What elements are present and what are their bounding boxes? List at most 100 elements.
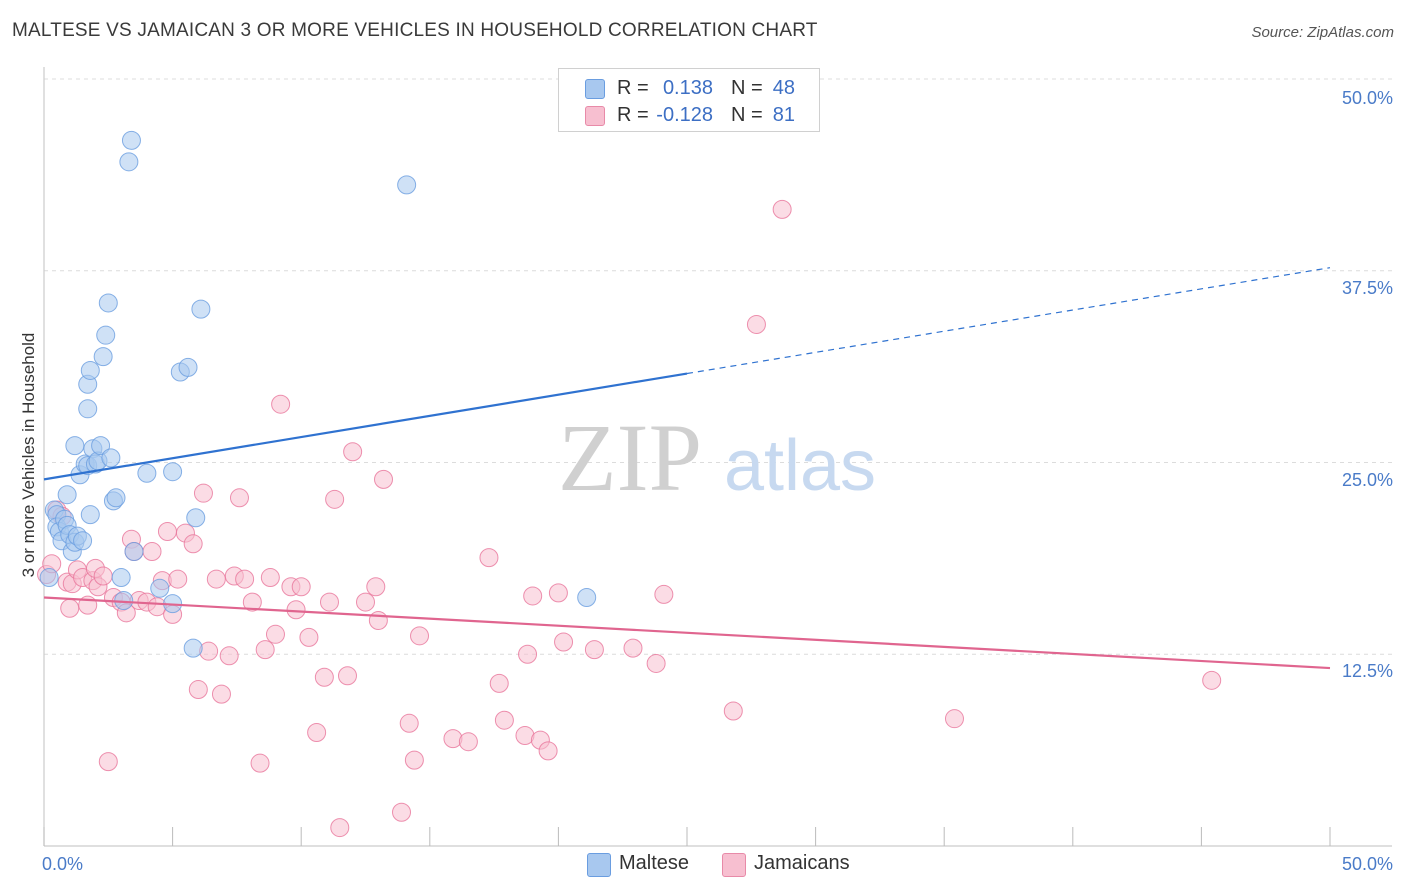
jamaicans-point <box>584 640 604 660</box>
jamaicans-point <box>229 488 249 508</box>
jamaicans-point <box>646 653 666 673</box>
jamaicans-point <box>319 592 339 612</box>
maltese-point <box>39 568 59 588</box>
x-tick-marks <box>43 827 1331 846</box>
maltese-trend-line <box>43 372 688 481</box>
maltese-point <box>80 360 100 380</box>
jamaicans-point <box>265 624 285 644</box>
maltese-point <box>577 587 597 607</box>
x-tick-label-0: 0.0% <box>42 854 83 874</box>
jamaicans-point <box>219 646 239 666</box>
y-tick-label-12-5: 12.5% <box>1342 661 1393 681</box>
maltese-point <box>101 448 121 468</box>
watermark-atlas: atlas <box>724 426 876 506</box>
jamaicans-point <box>142 541 162 561</box>
jamaicans-point <box>242 592 262 612</box>
jamaicans-point <box>523 586 543 606</box>
legend-r-label: R = <box>617 104 649 126</box>
maltese-point <box>150 578 170 598</box>
jamaicans-point <box>392 802 412 822</box>
maltese-point <box>111 568 131 588</box>
maltese-point <box>397 175 417 195</box>
jamaicans-point <box>255 640 275 660</box>
maltese-point <box>121 130 141 150</box>
jamaicans-point <box>286 600 306 620</box>
jamaicans-point <box>271 394 291 414</box>
jamaicans-point <box>366 577 386 597</box>
jamaicans-point <box>260 568 280 588</box>
maltese-point <box>73 531 93 551</box>
jamaicans-point <box>356 592 375 612</box>
jamaicans-point <box>518 644 538 664</box>
series-label-maltese: Maltese <box>619 852 690 874</box>
jamaicans-point <box>60 598 80 618</box>
jamaicans-point <box>250 753 270 773</box>
maltese-point <box>78 399 98 419</box>
jamaicans-point <box>623 638 643 658</box>
correlation-legend: R = 0.138 N = 48 R = -0.128 N = 81 <box>558 68 820 132</box>
maltese-point <box>65 436 85 456</box>
maltese-point <box>57 485 77 505</box>
jamaicans-point <box>494 710 514 730</box>
jamaicans-point <box>368 611 388 631</box>
jamaicans-point <box>538 741 558 761</box>
y-tick-label-50: 50.0% <box>1342 88 1393 108</box>
legend-n-label: N = <box>731 104 763 126</box>
chart-title: MALTESE VS JAMAICAN 3 OR MORE VEHICLES I… <box>12 20 818 41</box>
jamaicans-point <box>337 666 357 686</box>
jamaicans-point <box>299 627 319 647</box>
jamaicans-point <box>399 713 419 733</box>
jamaicans-point <box>193 483 213 503</box>
y-tick-label-25: 25.0% <box>1342 470 1393 490</box>
watermark-zip: ZIP <box>558 404 702 511</box>
jamaicans-point <box>554 632 574 652</box>
jamaicans-point <box>157 522 177 542</box>
legend-n-value: 81 <box>772 104 795 126</box>
series-swatch-maltese <box>587 853 611 877</box>
gridlines <box>44 78 1392 655</box>
maltese-point <box>124 541 144 561</box>
source-label: Source: ZipAtlas.com <box>1251 24 1394 41</box>
jamaicans-point <box>746 314 766 334</box>
jamaicans-point <box>1202 670 1222 690</box>
jamaicans-point <box>188 680 208 700</box>
jamaicans-point <box>199 641 219 661</box>
legend-n-label: N = <box>731 77 763 99</box>
maltese-point <box>178 357 198 377</box>
maltese-point <box>119 152 139 172</box>
jamaicans-point <box>944 709 964 729</box>
jamaicans-point <box>479 548 499 568</box>
jamaicans-point <box>343 442 363 462</box>
maltese-points <box>39 130 597 658</box>
jamaicans-points <box>37 199 1222 838</box>
legend-r-value: -0.128 <box>656 104 713 126</box>
jamaicans-point <box>307 722 327 742</box>
maltese-point <box>106 488 126 508</box>
jamaicans-point <box>404 750 424 770</box>
legend-swatch-jamaicans <box>585 106 605 126</box>
jamaicans-point <box>325 489 345 509</box>
jamaicans-point <box>168 569 188 589</box>
jamaicans-point <box>443 729 463 749</box>
jamaicans-point <box>98 752 118 772</box>
legend-r-label: R = <box>617 77 649 99</box>
jamaicans-point <box>211 684 231 704</box>
y-axis-label: 3 or more Vehicles in Household <box>19 333 38 578</box>
jamaicans-point <box>183 534 203 554</box>
maltese-point <box>80 505 100 525</box>
jamaicans-point <box>410 626 430 646</box>
series-swatch-jamaicans <box>722 853 746 877</box>
jamaicans-point <box>93 566 113 586</box>
legend-row-maltese: R = 0.138 N = 48 <box>559 75 819 103</box>
maltese-point <box>93 347 113 367</box>
maltese-point <box>186 508 206 528</box>
maltese-point <box>163 462 183 482</box>
jamaicans-point <box>330 818 350 838</box>
jamaicans-point <box>654 584 674 604</box>
legend-swatch-maltese <box>585 79 605 99</box>
jamaicans-point <box>772 199 792 219</box>
maltese-point <box>98 293 118 313</box>
jamaicans-point <box>206 569 226 589</box>
x-tick-label-50: 50.0% <box>1342 854 1393 874</box>
